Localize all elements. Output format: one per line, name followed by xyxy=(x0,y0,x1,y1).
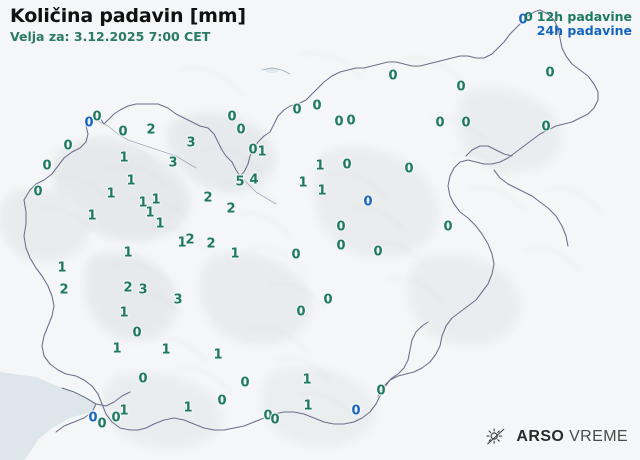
station-value: 0 xyxy=(248,142,258,158)
station-value: 0 xyxy=(42,158,52,174)
logo-arso: ARSO xyxy=(516,428,565,445)
station-value: 0 xyxy=(217,393,227,409)
station-value: 0 xyxy=(111,410,121,426)
logo-vreme: VREME xyxy=(564,428,628,445)
station-value: 1 xyxy=(119,305,129,321)
station-value: 0 xyxy=(334,114,344,130)
station-value: 2 xyxy=(203,190,213,206)
station-value: 0 xyxy=(342,157,352,173)
legend-item-12h: 0 12h padavine xyxy=(524,9,632,24)
station-value: 0 xyxy=(312,98,322,114)
station-value: 0 xyxy=(404,161,414,177)
station-value: 0 xyxy=(291,247,301,263)
station-value: 1 xyxy=(57,260,67,276)
station-value: 2 xyxy=(146,122,156,138)
station-value: 1 xyxy=(315,158,325,174)
station-value: 1 xyxy=(119,150,129,166)
station-value: 3 xyxy=(186,135,196,151)
station-value: 0 xyxy=(84,115,94,131)
station-value: 1 xyxy=(112,341,122,357)
station-value: 1 xyxy=(106,186,116,202)
station-value: 0 xyxy=(456,79,466,95)
legend-label-24h: 24h padavine xyxy=(536,23,632,39)
station-value: 0 xyxy=(236,122,246,138)
station-value: 0 xyxy=(97,416,107,432)
station-value: 1 xyxy=(161,342,171,358)
station-value: 2 xyxy=(226,201,236,217)
station-value: 1 xyxy=(126,173,136,189)
station-value: 0 xyxy=(227,109,237,125)
station-value: 0 xyxy=(92,109,102,125)
logo-text: ARSO VREME xyxy=(516,428,628,446)
station-value: 0 xyxy=(363,194,373,210)
station-value: 4 xyxy=(249,172,259,188)
station-value: 0 xyxy=(138,371,148,387)
station-value: 3 xyxy=(168,155,178,171)
station-value: 0 xyxy=(270,412,280,428)
station-value: 0 xyxy=(336,238,346,254)
page-title: Količina padavin [mm] xyxy=(10,5,246,27)
relief-texture xyxy=(39,52,603,419)
station-value: 0 xyxy=(240,375,250,391)
station-value: 2 xyxy=(123,280,133,296)
station-value: 0 xyxy=(263,408,273,424)
station-value: 0 xyxy=(296,304,306,320)
station-value: 1 xyxy=(257,144,267,160)
station-value: 0 xyxy=(388,68,398,84)
station-value: 0 xyxy=(435,115,445,131)
legend-item-24h: 24h padavine xyxy=(524,24,632,38)
station-value: 0 xyxy=(132,325,142,341)
title-block: Količina padavin [mm] Velja za: 3.12.202… xyxy=(10,6,246,44)
station-value: 1 xyxy=(177,235,187,251)
station-value: 0 xyxy=(292,102,302,118)
station-value: 1 xyxy=(213,347,223,363)
station-value: 1 xyxy=(138,195,148,211)
station-value: 1 xyxy=(230,246,240,262)
station-value: 0 xyxy=(33,184,43,200)
station-value: 1 xyxy=(119,403,129,419)
station-value: 0 xyxy=(336,219,346,235)
station-value: 0 xyxy=(443,219,453,235)
station-value: 1 xyxy=(123,245,133,261)
station-value: 2 xyxy=(185,232,195,248)
station-value: 2 xyxy=(59,282,69,298)
station-value: 0 xyxy=(346,113,356,129)
station-value: 1 xyxy=(145,205,155,221)
station-value: 1 xyxy=(317,183,327,199)
arso-vreme-logo: ARSO VREME xyxy=(485,426,628,448)
relief-shading xyxy=(0,87,562,449)
station-value: 1 xyxy=(183,400,193,416)
legend-sample-12h: 0 xyxy=(524,9,533,24)
station-value: 3 xyxy=(138,282,148,298)
station-value: 1 xyxy=(87,208,97,224)
station-value: 0 xyxy=(518,12,528,28)
administrative-borders xyxy=(23,9,599,433)
station-value: 1 xyxy=(151,192,161,208)
station-value: 0 xyxy=(88,410,98,426)
station-value: 0 xyxy=(461,115,471,131)
sun-cloud-icon xyxy=(486,428,505,445)
station-value: 0 xyxy=(118,124,128,140)
station-value: 2 xyxy=(206,236,216,252)
station-value: 1 xyxy=(298,175,308,191)
station-value: 0 xyxy=(376,383,386,399)
legend-label-12h: 12h padavine xyxy=(536,9,632,24)
legend: 0 12h padavine 24h padavine xyxy=(524,9,632,39)
station-value: 1 xyxy=(155,216,165,232)
station-value: 5 xyxy=(235,174,245,190)
station-value: 3 xyxy=(173,292,183,308)
page-subtitle: Velja za: 3.12.2025 7:00 CET xyxy=(10,28,211,44)
station-value: 0 xyxy=(545,65,555,81)
station-value: 0 xyxy=(373,244,383,260)
station-value: 0 xyxy=(351,403,361,419)
station-value: 0 xyxy=(63,138,73,154)
station-value: 0 xyxy=(541,119,551,135)
station-value: 1 xyxy=(302,372,312,388)
station-value: 1 xyxy=(303,398,313,414)
station-value: 0 xyxy=(323,292,333,308)
